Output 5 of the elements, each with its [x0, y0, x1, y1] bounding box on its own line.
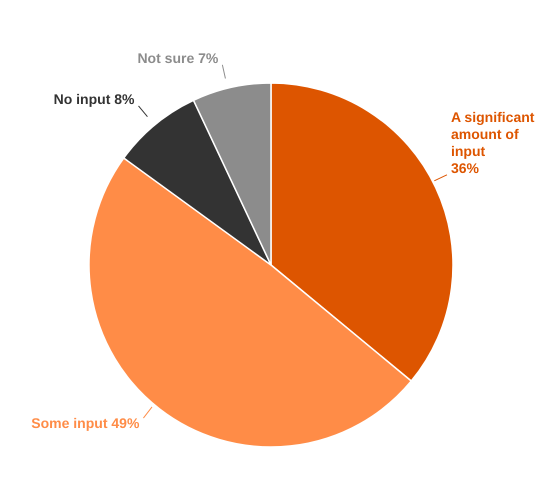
- slice-label: Not sure 7%: [137, 50, 219, 66]
- slice-label: Some input 49%: [31, 415, 140, 432]
- slice-label: A significant amount of input: [450, 108, 535, 159]
- slice-label: No input 8%: [54, 90, 136, 107]
- data-label: 36%: [450, 160, 480, 176]
